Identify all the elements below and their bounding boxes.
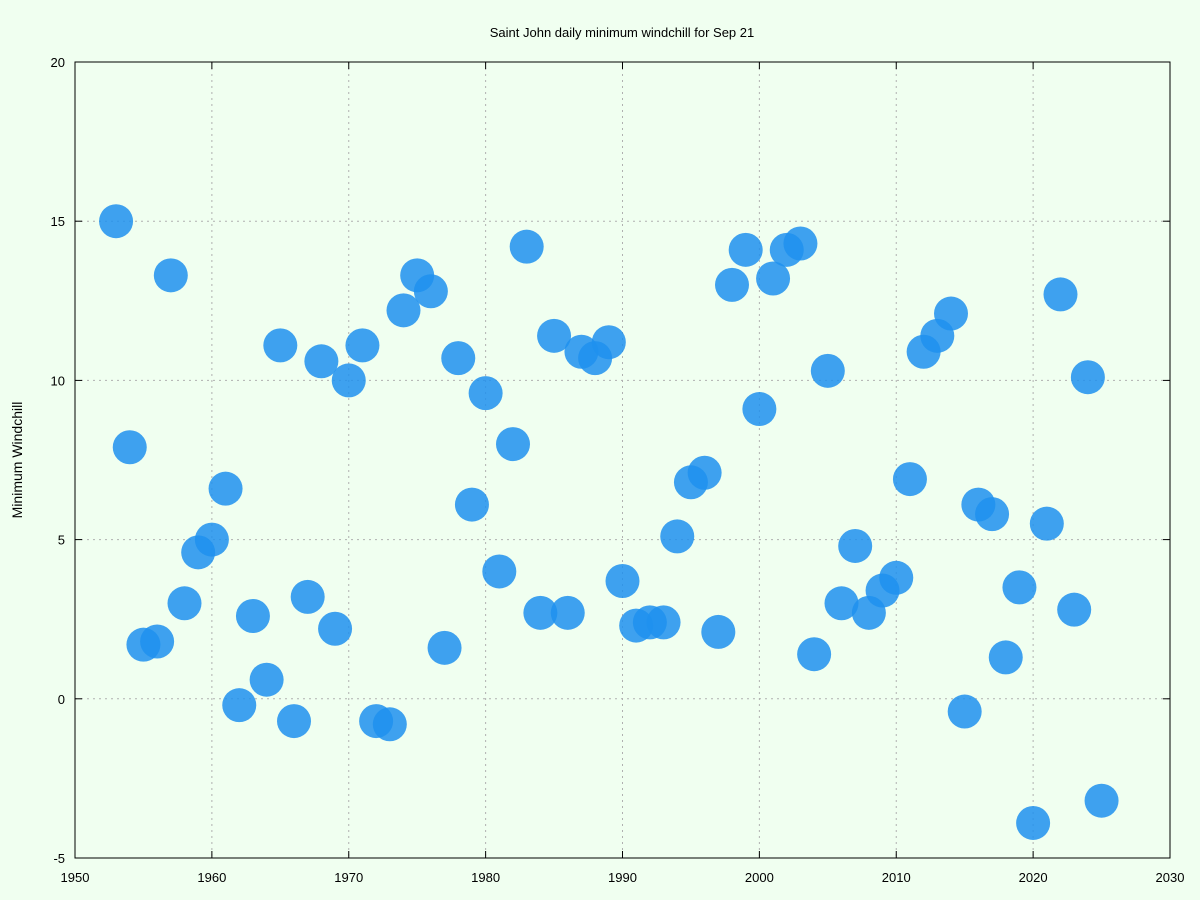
data-point — [715, 267, 749, 302]
data-point — [99, 204, 134, 239]
data-point — [934, 296, 968, 331]
data-point — [112, 430, 147, 465]
x-tick-label: 1970 — [334, 870, 363, 885]
axis-ticks — [74, 61, 1171, 859]
data-point — [222, 688, 257, 723]
data-point — [140, 624, 175, 659]
x-tick-label: 2020 — [1019, 870, 1048, 885]
data-point — [167, 586, 202, 621]
x-tick-label: 2000 — [745, 870, 774, 885]
data-point — [153, 258, 188, 293]
x-tick-label: 1980 — [471, 870, 500, 885]
data-point — [756, 261, 791, 296]
data-point — [728, 232, 763, 267]
data-point — [304, 344, 339, 379]
data-point — [797, 637, 832, 672]
data-point — [591, 325, 626, 360]
x-tick-label: 1960 — [197, 870, 226, 885]
x-tick-label: 2010 — [882, 870, 911, 885]
data-point — [1057, 592, 1092, 627]
data-point — [509, 229, 544, 264]
data-point — [550, 595, 585, 630]
data-point — [208, 471, 243, 506]
data-point — [947, 694, 982, 729]
data-point — [687, 455, 722, 490]
data-point — [386, 293, 421, 328]
data-point — [427, 630, 462, 665]
x-tick-label: 2030 — [1156, 870, 1185, 885]
data-point — [975, 497, 1010, 532]
data-point — [646, 605, 681, 640]
y-tick-label: 0 — [58, 692, 65, 707]
data-point — [372, 707, 407, 742]
data-point — [892, 462, 927, 497]
data-point — [318, 611, 353, 646]
data-point — [277, 704, 311, 739]
data-point — [742, 392, 777, 427]
data-point — [988, 640, 1023, 675]
data-points — [99, 204, 1119, 840]
data-point — [194, 522, 229, 557]
data-point — [496, 427, 530, 462]
y-tick-label: 20 — [51, 55, 65, 70]
data-point — [441, 341, 476, 376]
x-tick-label: 1990 — [608, 870, 637, 885]
data-point — [810, 353, 845, 388]
data-point — [235, 599, 270, 634]
data-point — [1002, 570, 1037, 605]
data-point — [468, 376, 503, 411]
data-point — [879, 560, 914, 595]
data-point — [660, 519, 695, 554]
y-axis-label: Minimum Windchill — [9, 402, 25, 519]
data-point — [1070, 360, 1105, 395]
data-point — [783, 226, 818, 261]
data-point — [345, 328, 380, 363]
chart-title: Saint John daily minimum windchill for S… — [490, 25, 754, 40]
x-axis-tick-labels: 1950 1960 1970 1980 1990 2000 2010 2020 2030 — [61, 870, 1185, 885]
data-point — [701, 614, 736, 649]
y-axis-tick-labels: -5 0 5 10 15 20 — [51, 55, 65, 866]
data-point — [1016, 805, 1051, 840]
data-point — [1043, 277, 1078, 312]
data-point — [1084, 783, 1119, 818]
x-tick-label: 1950 — [61, 870, 90, 885]
data-point — [482, 554, 517, 589]
data-point — [824, 586, 859, 621]
y-tick-label: -5 — [53, 851, 65, 866]
data-point — [838, 528, 873, 563]
data-point — [263, 328, 298, 363]
y-tick-label: 10 — [51, 373, 65, 388]
data-point — [290, 579, 325, 614]
grid-lines — [75, 62, 1170, 858]
data-point — [413, 274, 448, 309]
data-point — [454, 487, 489, 522]
y-tick-label: 5 — [58, 533, 65, 548]
data-point — [1029, 506, 1064, 541]
data-point — [249, 662, 284, 697]
data-point — [605, 563, 640, 598]
data-point — [523, 595, 558, 630]
data-point — [537, 318, 572, 353]
y-tick-label: 15 — [51, 214, 65, 229]
data-point — [331, 363, 366, 398]
